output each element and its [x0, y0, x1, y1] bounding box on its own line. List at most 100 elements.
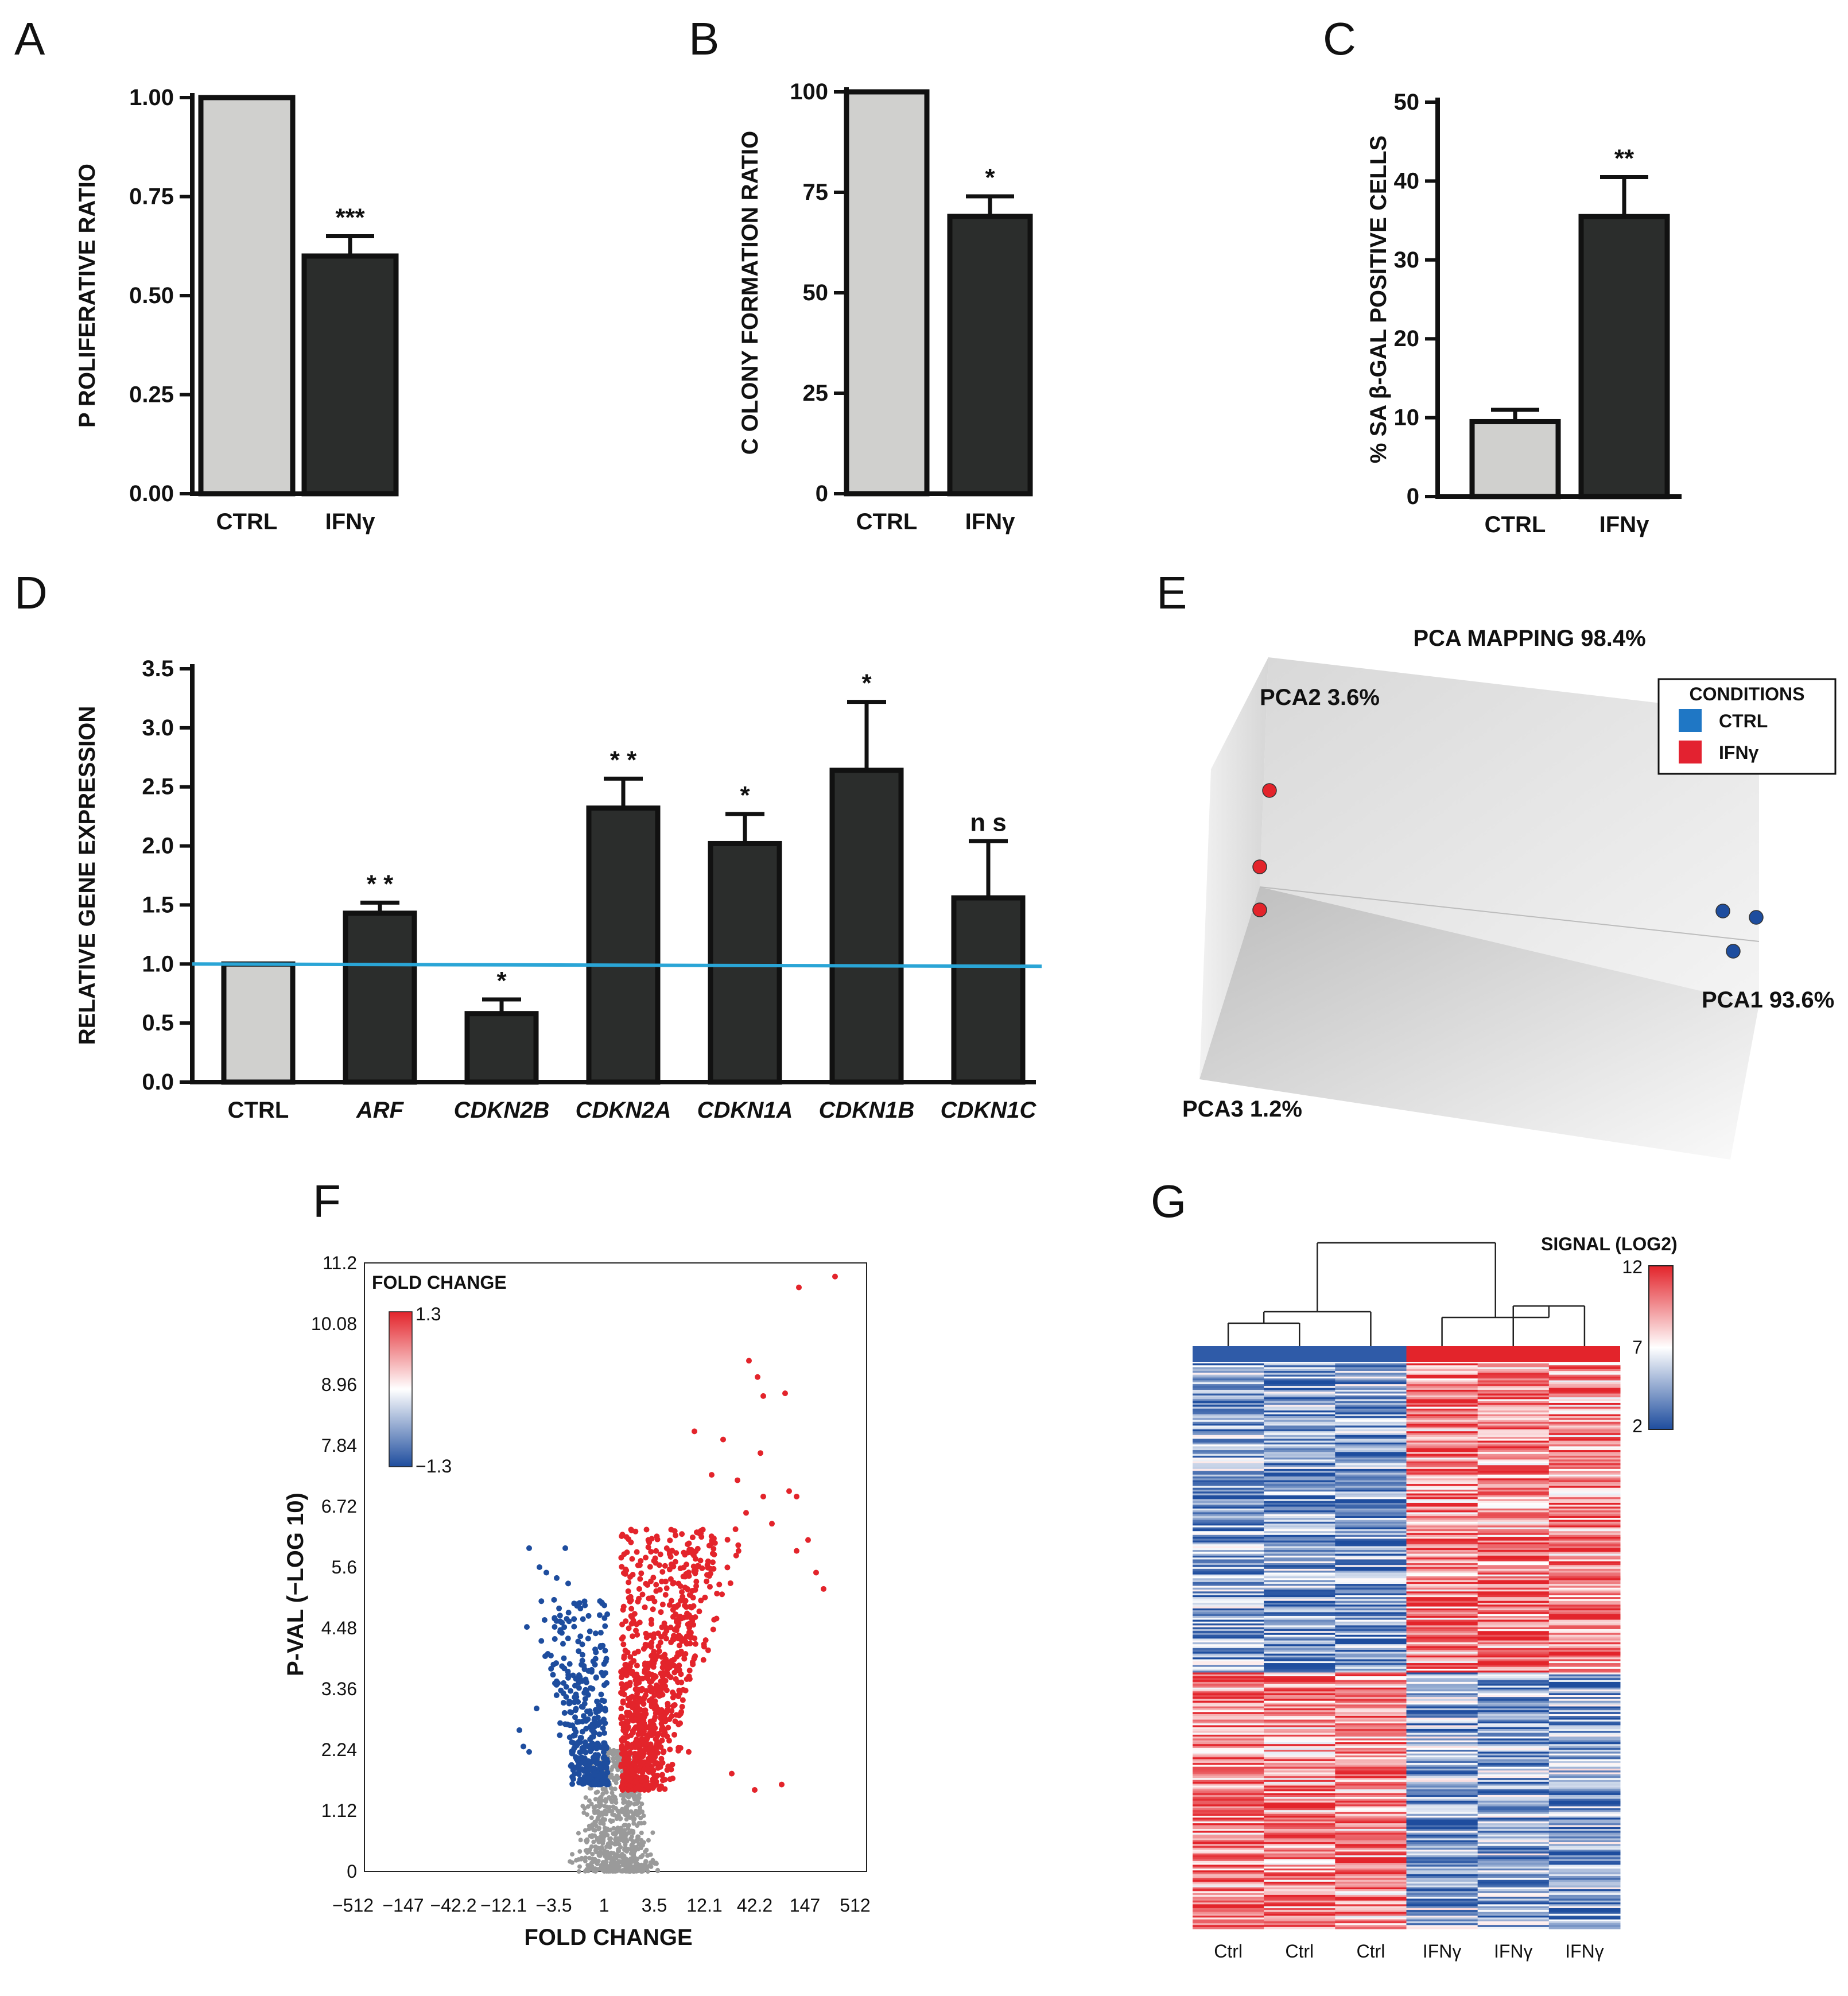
heatmap-cell: [1335, 1823, 1407, 1826]
heatmap-cell: [1264, 1695, 1335, 1697]
heatmap-cell: [1548, 1723, 1621, 1726]
heatmap-cell: [1477, 1621, 1550, 1624]
heatmap-cell: [1406, 1568, 1478, 1571]
heatmap-cell: [1477, 1427, 1550, 1430]
volcano-point-ns: [637, 1865, 642, 1870]
y-tick-label: 50: [803, 280, 829, 305]
heatmap-cell: [1406, 1740, 1478, 1743]
heatmap-cell: [1193, 1828, 1264, 1831]
pca-point-ifn: [1252, 902, 1267, 917]
heatmap-cell: [1406, 1602, 1478, 1605]
volcano-point-up: [698, 1530, 704, 1536]
volcano-point-down: [563, 1684, 569, 1690]
heatmap-cell: [1335, 1553, 1407, 1556]
x-category-label: CTRL: [216, 509, 278, 534]
heatmap-cell: [1477, 1846, 1550, 1848]
heatmap-cell: [1548, 1831, 1621, 1834]
pca-edge: [1259, 886, 1760, 942]
heatmap-cell: [1264, 1371, 1335, 1374]
heatmap-cell: [1264, 1927, 1335, 1929]
volcano-point-up: [649, 1745, 655, 1751]
x-tick-label: −147: [382, 1895, 424, 1916]
heatmap-cell: [1264, 1418, 1335, 1421]
volcano-point-down: [562, 1721, 568, 1727]
heatmap-cell: [1335, 1602, 1407, 1605]
heatmap-cell: [1548, 1800, 1621, 1803]
heatmap-cell: [1264, 1454, 1335, 1456]
heatmap-cell: [1264, 1565, 1335, 1568]
volcano-y-label: P-VAL (−LOG 10): [283, 1493, 308, 1676]
bar-ifn: [301, 253, 399, 497]
heatmap-cell: [1548, 1580, 1621, 1583]
heatmap-cell: [1193, 1474, 1264, 1477]
heatmap-cell: [1193, 1420, 1264, 1423]
heatmap-cell: [1193, 1685, 1264, 1688]
volcano-point-down: [589, 1727, 595, 1733]
heatmap-cell: [1264, 1750, 1335, 1752]
volcano-point-up: [668, 1598, 674, 1604]
heatmap-cell: [1477, 1529, 1550, 1532]
heatmap-cell: [1406, 1859, 1478, 1862]
heatmap-cell: [1548, 1898, 1621, 1901]
heatmap-cell: [1406, 1708, 1478, 1711]
heatmap-cell: [1548, 1604, 1621, 1607]
heatmap-cell: [1264, 1576, 1335, 1579]
heatmap-cell: [1406, 1615, 1478, 1618]
volcano-point-down: [572, 1683, 578, 1689]
heatmap-cell: [1477, 1576, 1550, 1579]
heatmap-cell: [1335, 1459, 1407, 1462]
heatmap-cell: [1335, 1808, 1407, 1811]
heatmap-cell: [1193, 1831, 1264, 1834]
heatmap-cell: [1406, 1540, 1478, 1543]
heatmap-cell: [1406, 1718, 1478, 1720]
heatmap-cell: [1548, 1369, 1621, 1371]
heatmap-cell: [1548, 1386, 1621, 1389]
volcano-point-ns: [620, 1855, 626, 1861]
heatmap-cell: [1193, 1508, 1264, 1511]
heatmap-cell: [1548, 1557, 1621, 1560]
heatmap-cell: [1406, 1781, 1478, 1784]
heatmap-cell: [1477, 1712, 1550, 1715]
heatmap-cell: [1548, 1600, 1621, 1603]
pca-point-ctrl: [1749, 910, 1764, 925]
heatmap-cell: [1406, 1474, 1478, 1477]
heatmap-cell: [1406, 1627, 1478, 1630]
heatmap-cell: [1477, 1502, 1550, 1505]
heatmap-cell: [1477, 1408, 1550, 1411]
volcano-point-up: [692, 1641, 698, 1647]
volcano-point-ns: [603, 1799, 608, 1804]
heatmap-cell: [1406, 1476, 1478, 1479]
heatmap-cell: [1193, 1465, 1264, 1468]
heatmap-cell: [1477, 1414, 1550, 1417]
y-tick-label: 0.0: [142, 1069, 174, 1095]
heatmap-cell: [1193, 1761, 1264, 1764]
heatmap-cell: [1406, 1836, 1478, 1839]
heatmap-cell: [1335, 1781, 1407, 1784]
heatmap-cell: [1335, 1392, 1407, 1394]
heatmap-cell: [1193, 1425, 1264, 1428]
volcano-point-up: [661, 1670, 667, 1676]
heatmap-cell: [1264, 1697, 1335, 1700]
heatmap-cell: [1477, 1894, 1550, 1897]
heatmap-cell: [1548, 1389, 1621, 1392]
heatmap-cell: [1477, 1540, 1550, 1543]
heatmap-cell: [1193, 1629, 1264, 1631]
heatmap-cell: [1406, 1450, 1478, 1452]
heatmap-cell: [1406, 1478, 1478, 1481]
volcano-point-up: [646, 1697, 653, 1704]
heatmap-cell: [1335, 1761, 1407, 1764]
heatmap-cell: [1264, 1706, 1335, 1709]
volcano-point-up: [640, 1700, 647, 1707]
pca-point-ctrl: [1726, 944, 1741, 959]
volcano-point-up: [794, 1493, 799, 1499]
heatmap-cell: [1477, 1571, 1550, 1573]
volcano-point-up: [643, 1741, 650, 1747]
heatmap-cell: [1335, 1927, 1407, 1929]
heatmap-cell: [1335, 1770, 1407, 1773]
heatmap-cell: [1264, 1691, 1335, 1694]
heatmap-cell: [1548, 1680, 1621, 1683]
heatmap-cell: [1406, 1501, 1478, 1503]
heatmap-cell: [1406, 1646, 1478, 1649]
heatmap-cell: [1477, 1912, 1550, 1914]
